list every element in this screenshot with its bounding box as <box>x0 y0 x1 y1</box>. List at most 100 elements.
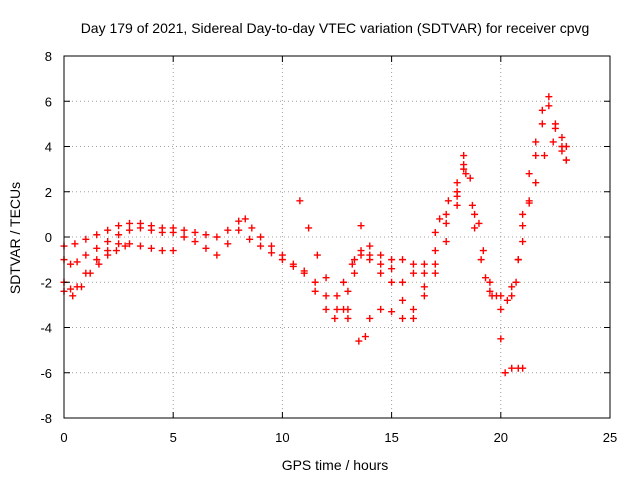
data-point-s0-32 <box>388 308 396 316</box>
data-point-s1-20 <box>267 249 275 257</box>
data-point-s0-11 <box>180 226 188 234</box>
data-point-s0-20 <box>267 242 275 250</box>
data-point-s2-38 <box>532 138 540 146</box>
data-points <box>60 93 570 377</box>
data-point-s1-9 <box>147 226 155 234</box>
data-point-s2-15 <box>331 314 339 322</box>
data-point-s1-25 <box>313 251 321 259</box>
data-point-s3-9 <box>348 260 356 268</box>
data-point-s0-34 <box>409 305 417 313</box>
data-point-s0-14 <box>213 233 221 241</box>
data-point-s2-35 <box>514 256 522 264</box>
data-point-s1-51 <box>540 152 548 160</box>
data-point-s3-29 <box>538 120 546 128</box>
data-point-s1-23 <box>296 197 304 205</box>
data-point-s3-2 <box>77 283 85 291</box>
data-point-s1-3 <box>82 251 90 259</box>
data-point-s3-18 <box>442 210 450 218</box>
data-point-s1-13 <box>191 238 199 246</box>
data-point-s0-40 <box>466 174 474 182</box>
tick-labels: 0 5 10 15 20 25 -8 -6 -4 -2 0 2 4 6 8 <box>40 49 617 445</box>
data-point-s0-43 <box>497 335 505 343</box>
data-point-s1-33 <box>388 278 396 286</box>
data-point-s3-28 <box>532 152 540 160</box>
data-point-s3-14 <box>399 278 407 286</box>
data-point-s2-20 <box>366 251 374 259</box>
data-point-s2-14 <box>322 305 330 313</box>
data-point-s1-48 <box>519 222 527 230</box>
chart-title: Day 179 of 2021, Sidereal Day-to-day VTE… <box>81 20 590 36</box>
data-point-s0-47 <box>519 364 527 372</box>
data-point-s1-40 <box>453 179 461 187</box>
data-point-s1-14 <box>202 244 210 252</box>
data-point-s1-24 <box>305 224 313 232</box>
data-point-s3-5 <box>104 251 112 259</box>
data-point-s1-42 <box>471 210 479 218</box>
data-point-s3-1 <box>69 292 77 300</box>
data-point-s3-30 <box>545 102 553 110</box>
data-point-s0-2 <box>82 235 90 243</box>
data-point-s3-10 <box>357 251 365 259</box>
data-point-s2-13 <box>311 287 319 295</box>
data-point-s0-15 <box>224 226 232 234</box>
data-point-s2-37 <box>525 170 533 178</box>
data-point-s1-7 <box>126 226 134 234</box>
data-point-s1-27 <box>333 292 341 300</box>
data-point-s3-21 <box>471 224 479 232</box>
data-point-s3-16 <box>420 260 428 268</box>
data-point-s2-18 <box>350 269 358 277</box>
data-point-s1-30 <box>357 222 365 230</box>
data-point-s1-46 <box>508 283 516 291</box>
data-point-s3-25 <box>512 278 520 286</box>
data-point-s2-23 <box>399 256 407 264</box>
data-point-s3-15 <box>409 269 417 277</box>
data-point-s2-17 <box>344 287 352 295</box>
data-point-s1-43 <box>479 247 487 255</box>
data-point-s0-29 <box>361 333 369 341</box>
data-point-s3-24 <box>503 296 511 304</box>
data-point-s0-41 <box>475 219 483 227</box>
data-point-s0-18 <box>248 224 256 232</box>
data-point-s1-12 <box>180 233 188 241</box>
x-tick-label-4: 20 <box>494 430 508 445</box>
data-point-s1-26 <box>322 274 330 282</box>
y-tick-label-4: 0 <box>45 230 52 245</box>
data-point-s0-33 <box>399 314 407 322</box>
data-point-s3-32 <box>558 147 566 155</box>
y-tick-label-0: -8 <box>40 411 52 426</box>
data-point-s0-44 <box>501 369 509 377</box>
data-point-s1-6 <box>115 231 123 239</box>
data-point-s1-41 <box>462 170 470 178</box>
data-point-s2-30 <box>468 201 476 209</box>
data-point-s0-28 <box>355 337 363 345</box>
y-tick-label-7: 6 <box>45 94 52 109</box>
data-point-s0-26 <box>333 305 341 313</box>
y-tick-label-3: -2 <box>40 275 52 290</box>
data-point-s1-8 <box>136 224 144 232</box>
data-point-s3-3 <box>86 269 94 277</box>
data-point-s2-32 <box>486 287 494 295</box>
data-point-s2-34 <box>508 292 516 300</box>
data-point-s3-27 <box>525 197 533 205</box>
data-point-s0-45 <box>508 364 516 372</box>
data-point-s3-7 <box>121 242 129 250</box>
data-point-s2-24 <box>409 260 417 268</box>
data-point-s3-4 <box>95 260 103 268</box>
data-point-s2-16 <box>340 305 348 313</box>
data-point-s1-45 <box>497 305 505 313</box>
data-point-s1-4 <box>93 244 101 252</box>
data-point-s1-21 <box>278 256 286 264</box>
data-point-s0-17 <box>241 215 249 223</box>
data-point-s2-29 <box>460 152 468 160</box>
data-point-s1-35 <box>409 314 417 322</box>
data-point-s1-22 <box>289 262 297 270</box>
data-point-s2-7 <box>126 240 134 248</box>
x-tick-label-1: 5 <box>170 430 177 445</box>
data-point-s2-4 <box>93 256 101 264</box>
data-point-s2-10 <box>158 247 166 255</box>
data-point-s3-26 <box>519 238 527 246</box>
y-tick-label-5: 2 <box>45 185 52 200</box>
data-point-s3-23 <box>492 292 500 300</box>
data-point-s3-20 <box>460 165 468 173</box>
y-tick-label-8: 8 <box>45 49 52 64</box>
